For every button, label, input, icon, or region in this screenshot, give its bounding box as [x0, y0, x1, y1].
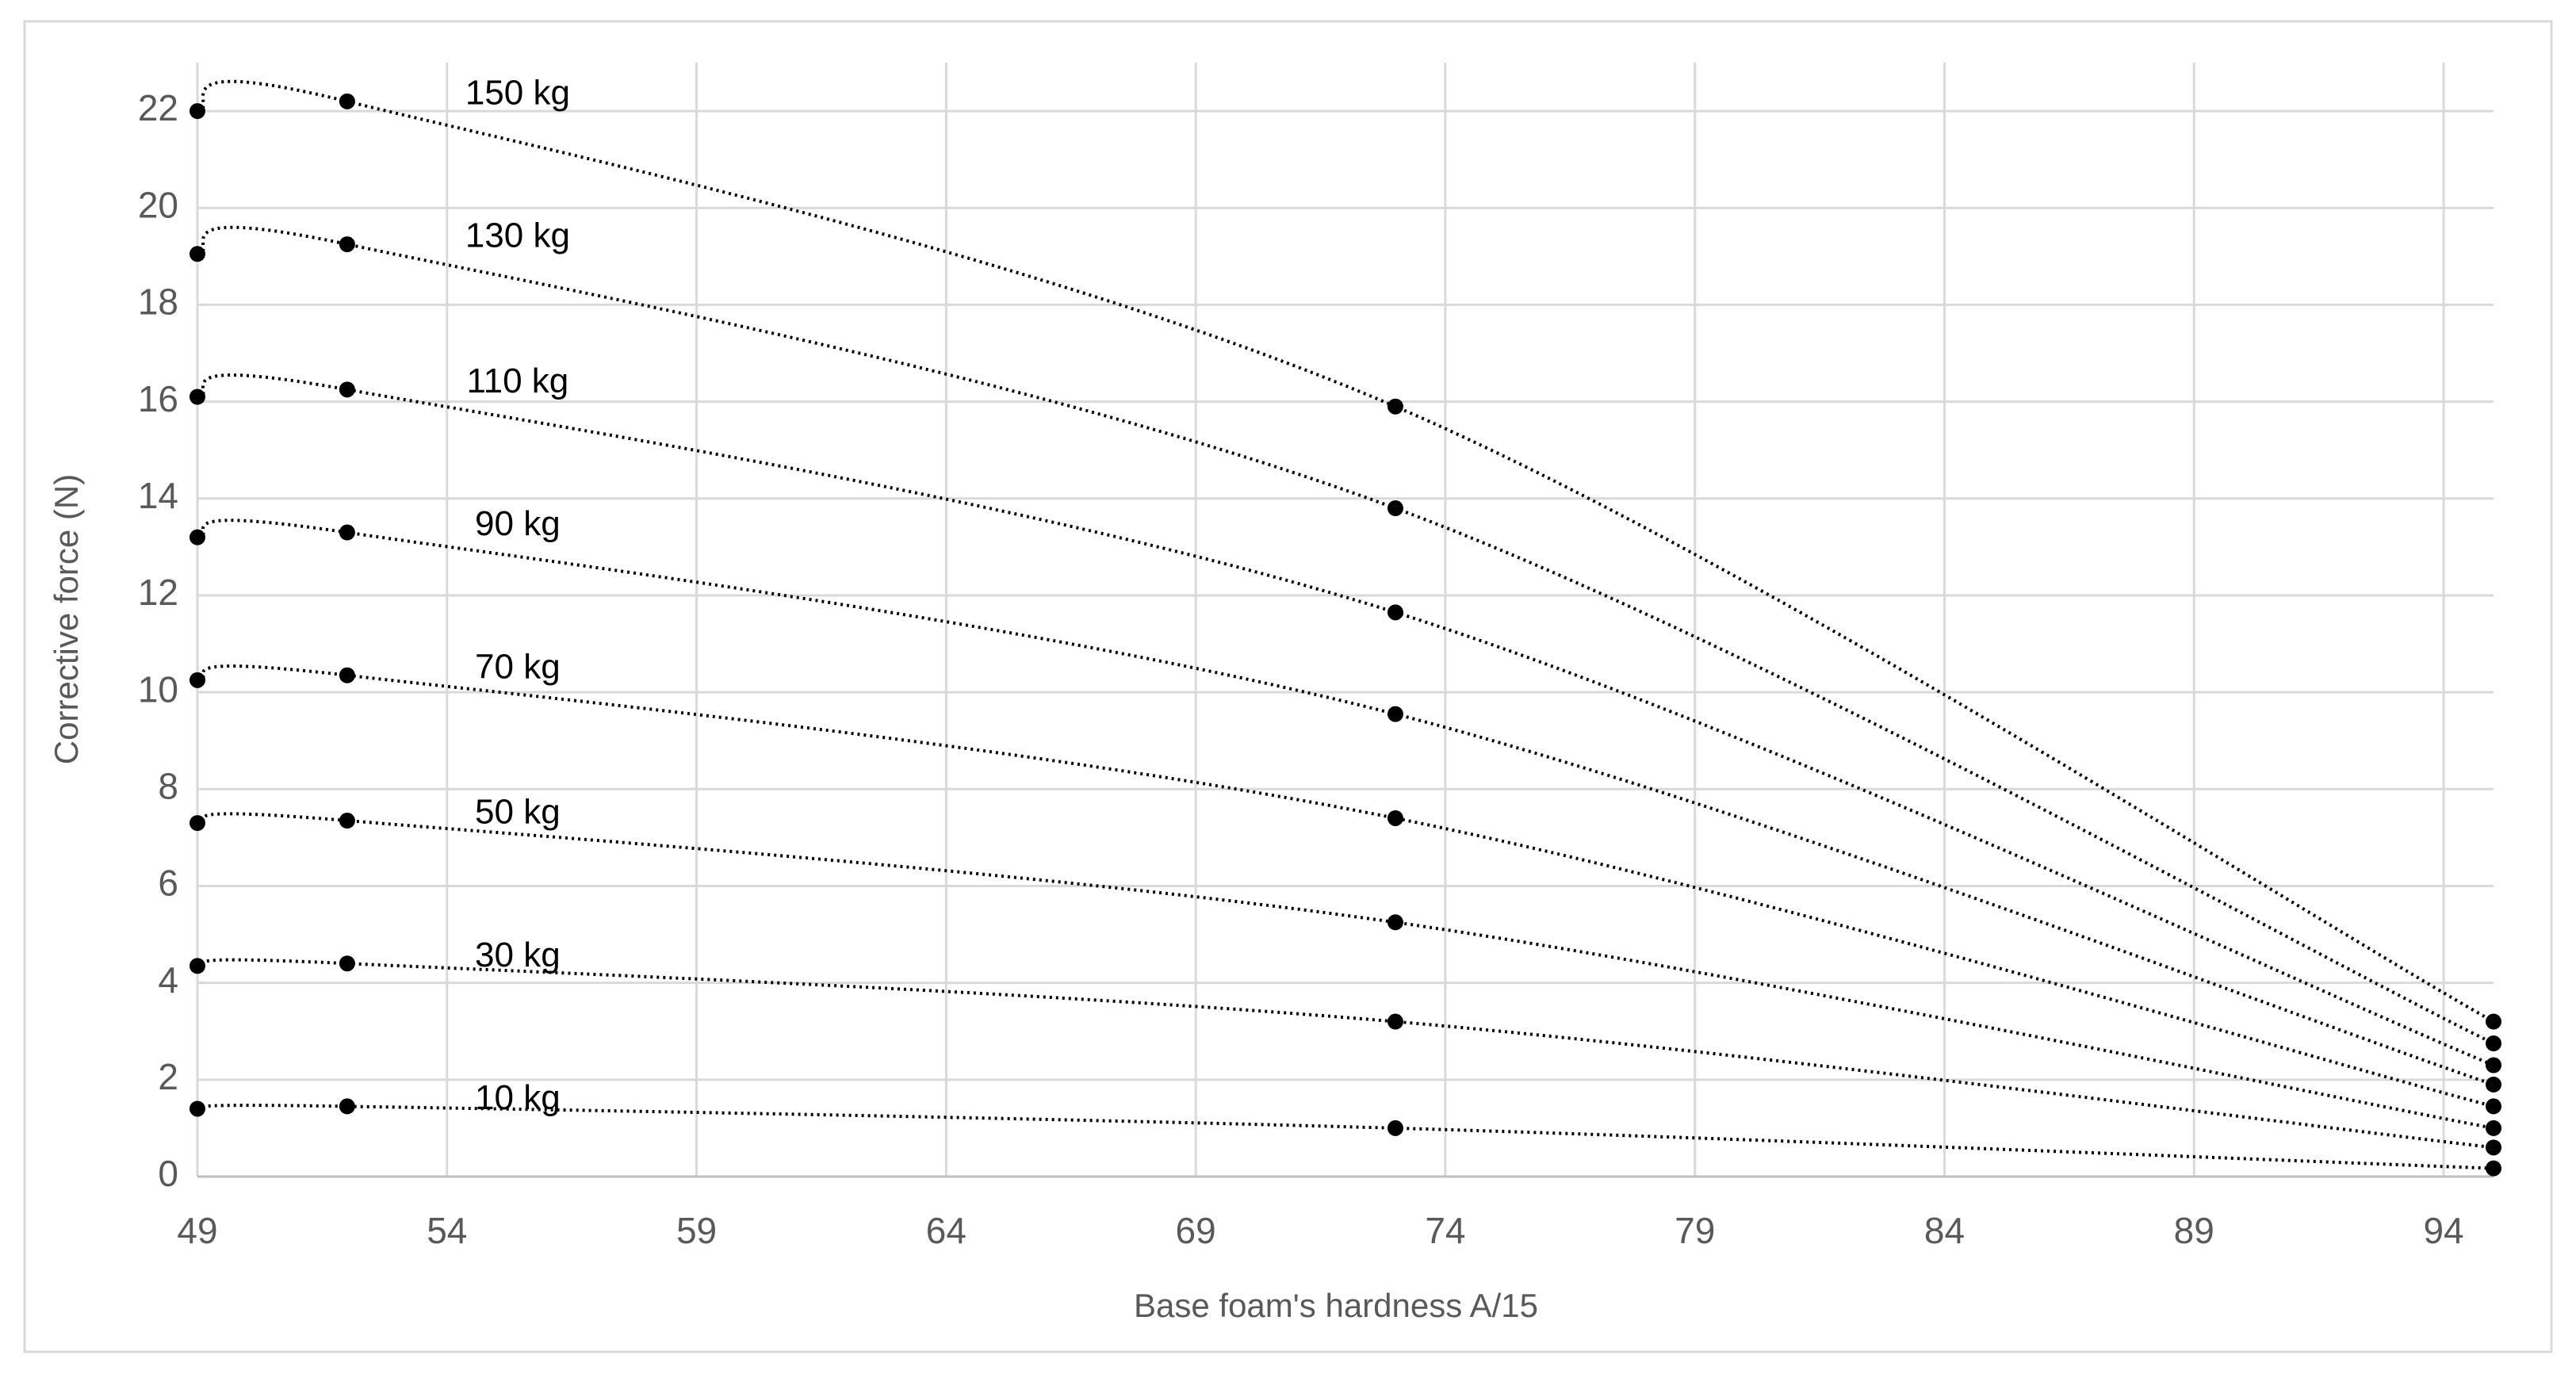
series-label: 130 kg: [465, 216, 570, 255]
series-line: [197, 1104, 2494, 1170]
x-tick-label: 59: [676, 1210, 717, 1251]
data-point: [1387, 809, 1403, 826]
data-point: [1387, 914, 1403, 931]
series-line: [197, 225, 2494, 1045]
y-tick-label: 6: [158, 863, 178, 904]
series-label: 110 kg: [466, 362, 568, 400]
y-tick-label: 12: [138, 572, 178, 613]
data-point: [339, 955, 355, 972]
data-point: [189, 103, 205, 120]
series-label: 150 kg: [465, 73, 570, 112]
y-tick-label: 22: [138, 87, 178, 128]
data-point: [339, 93, 355, 109]
x-tick-label: 79: [1675, 1210, 1715, 1251]
series-line: [197, 79, 2494, 1024]
data-point: [339, 381, 355, 398]
data-point: [2486, 1035, 2501, 1052]
data-point: [2486, 1119, 2501, 1136]
series-line: [197, 519, 2494, 1086]
data-point: [189, 815, 205, 832]
data-point: [189, 958, 205, 974]
y-tick-label: 20: [138, 184, 178, 225]
data-point: [339, 667, 355, 683]
y-tick-label: 16: [138, 378, 178, 419]
x-tick-label: 64: [926, 1210, 966, 1251]
series-line: [197, 812, 2494, 1130]
data-point: [2486, 1098, 2501, 1115]
series-label: 50 kg: [475, 793, 561, 832]
data-point: [2486, 1139, 2501, 1156]
data-point: [189, 529, 205, 545]
x-tick-label: 84: [1924, 1210, 1965, 1251]
y-tick-label: 2: [158, 1056, 178, 1097]
data-point: [339, 236, 355, 253]
series-line: [197, 958, 2494, 1150]
series-label: 90 kg: [475, 504, 561, 543]
data-point: [2486, 1013, 2501, 1030]
data-point: [189, 672, 205, 688]
y-tick-label: 8: [158, 765, 178, 806]
x-tick-label: 74: [1425, 1210, 1465, 1251]
data-point: [1387, 706, 1403, 722]
x-tick-label: 54: [427, 1210, 467, 1251]
x-tick-label: 69: [1176, 1210, 1216, 1251]
y-tick-label: 4: [158, 959, 178, 1001]
x-tick-label: 49: [177, 1210, 217, 1251]
x-tick-label: 89: [2174, 1210, 2214, 1251]
data-point: [339, 524, 355, 541]
y-tick-label: 18: [138, 281, 178, 323]
chart-frame: [23, 20, 2553, 1353]
data-point: [1387, 398, 1403, 415]
data-point: [339, 1098, 355, 1115]
x-tick-label: 94: [2423, 1210, 2463, 1251]
data-point: [339, 813, 355, 829]
data-point: [2486, 1057, 2501, 1074]
data-point: [189, 246, 205, 262]
data-point: [1387, 1013, 1403, 1030]
data-point: [1387, 1119, 1403, 1136]
data-point: [189, 388, 205, 405]
series-line: [197, 664, 2494, 1108]
y-axis-title: Corrective force (N): [48, 474, 85, 764]
series-label: 70 kg: [475, 647, 561, 686]
data-point: [189, 1100, 205, 1117]
series-label: 10 kg: [475, 1078, 561, 1117]
y-tick-label: 10: [138, 668, 178, 710]
x-axis-title: Base foam's hardness A/15: [1134, 1287, 1538, 1324]
y-tick-label: 14: [138, 475, 178, 516]
data-point: [2486, 1076, 2501, 1093]
y-tick-label: 0: [158, 1153, 178, 1194]
data-point: [2486, 1160, 2501, 1177]
series-label: 30 kg: [475, 936, 561, 974]
data-point: [1387, 604, 1403, 621]
data-point: [1387, 500, 1403, 516]
